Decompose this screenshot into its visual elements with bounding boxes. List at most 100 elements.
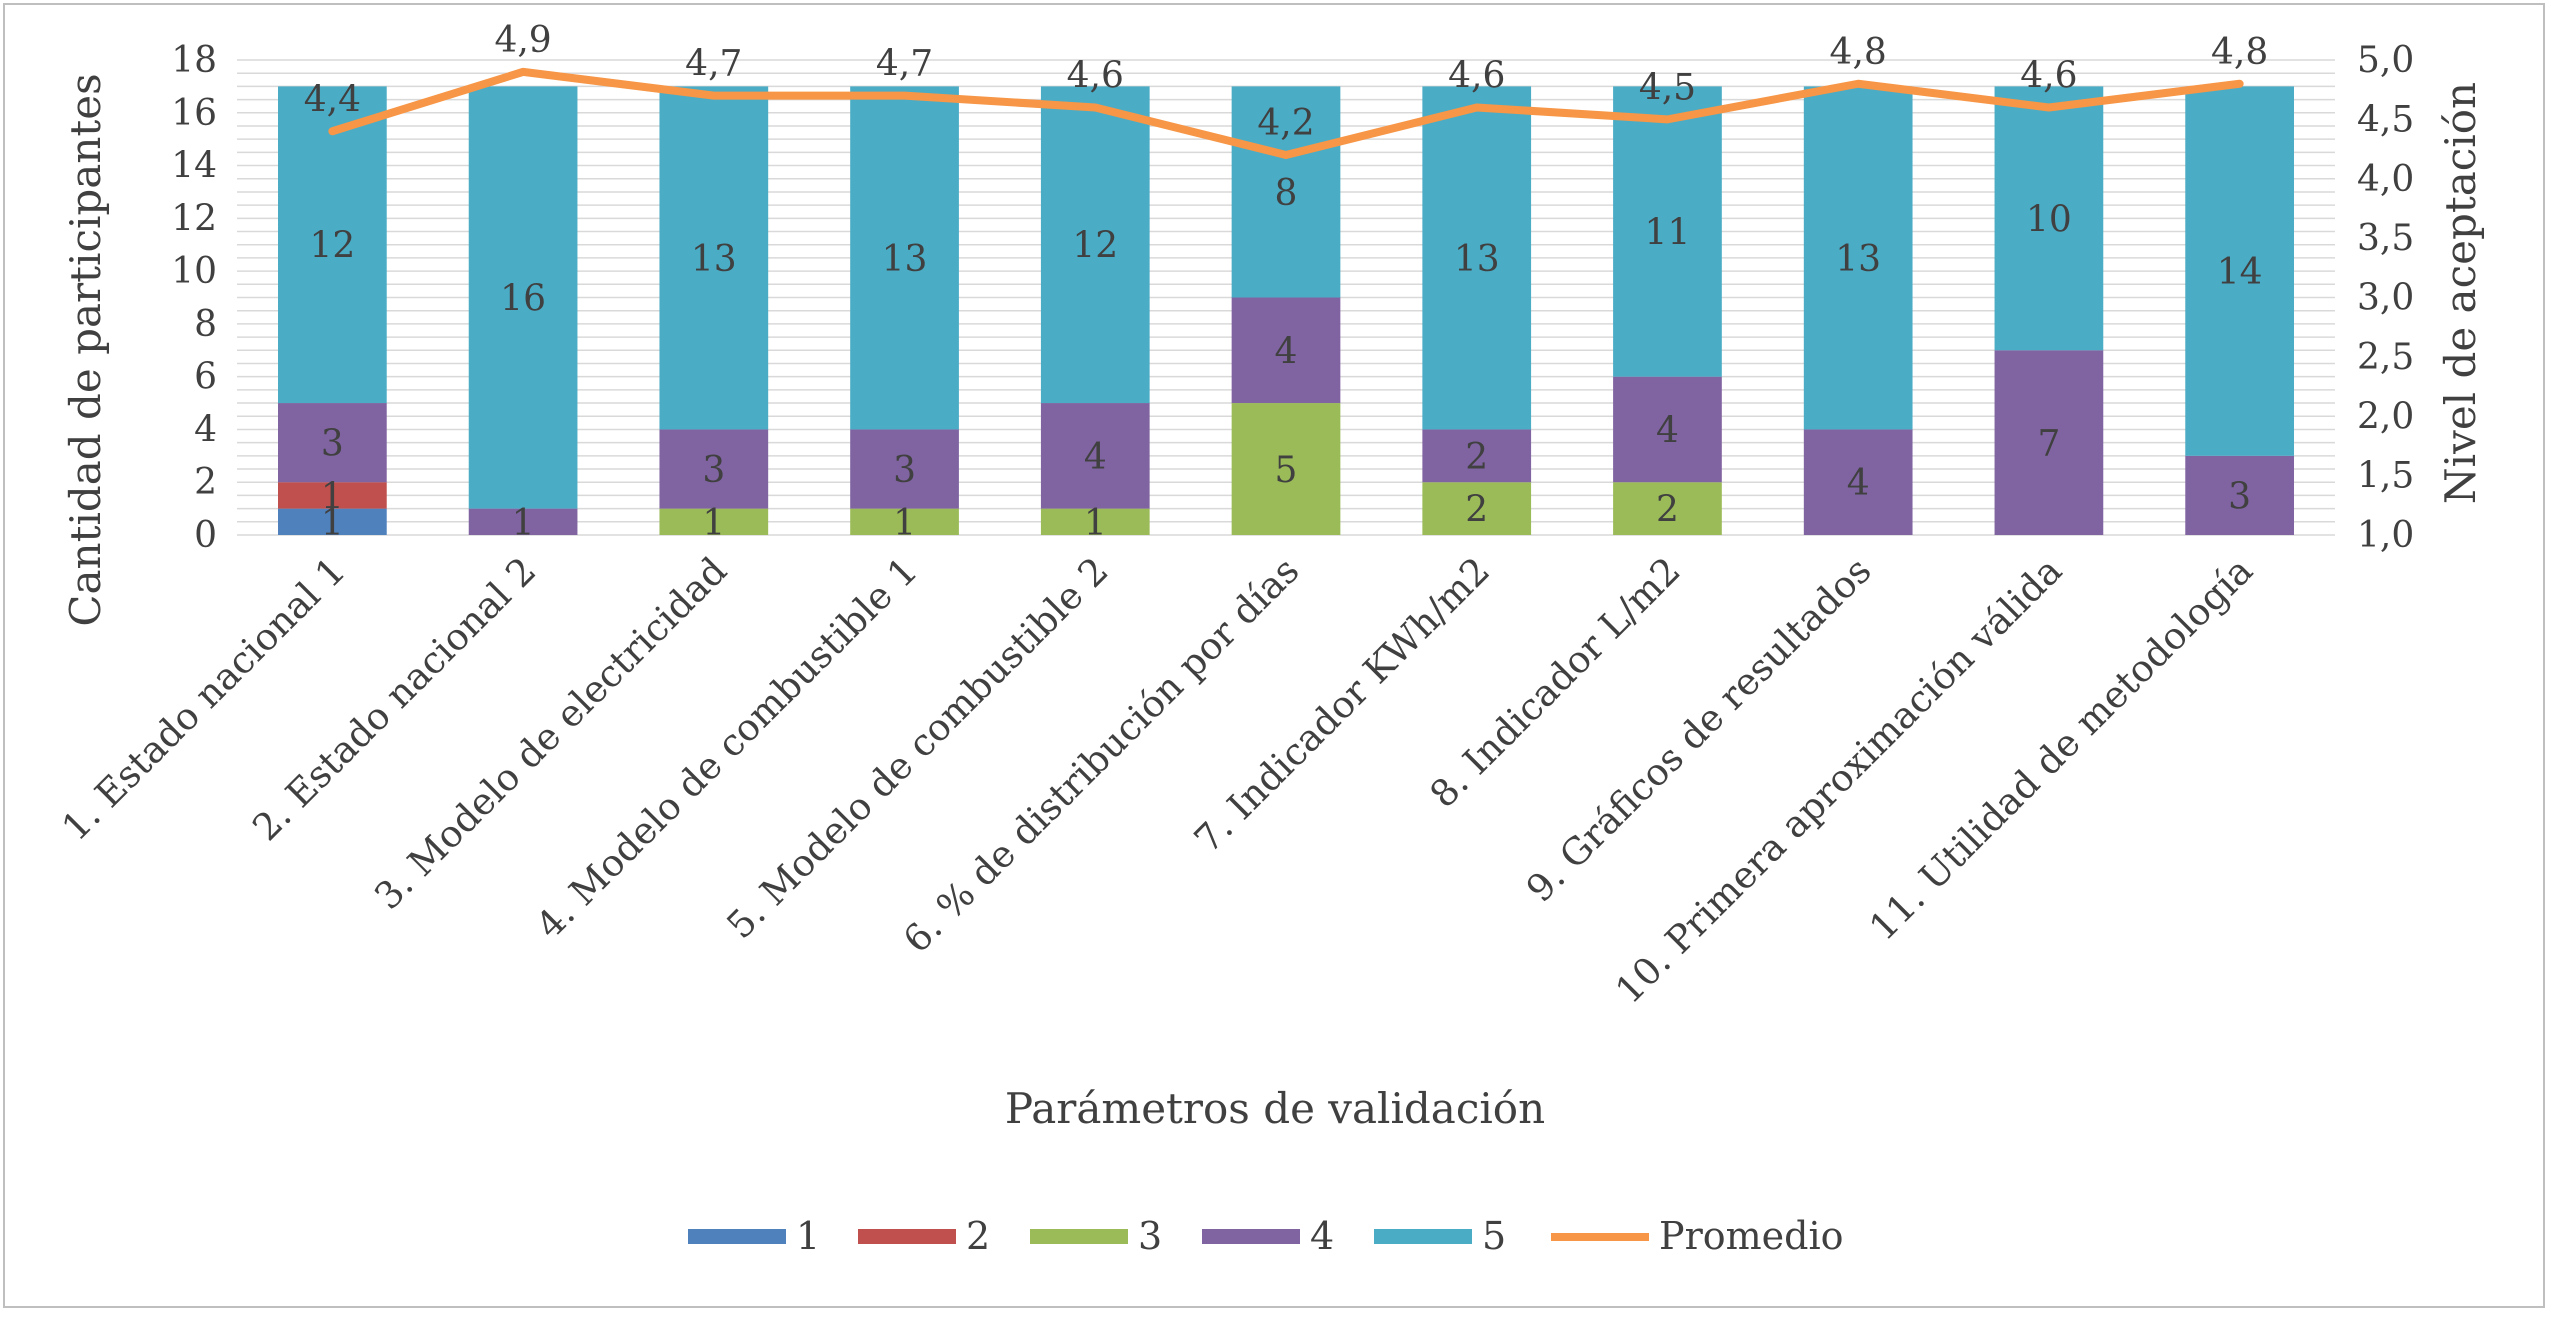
bar-segment-4 — [2185, 455, 2294, 535]
average-label: 4,7 — [876, 44, 933, 85]
y2-tick-label: 2,5 — [2357, 337, 2414, 378]
data-label: 10 — [2026, 199, 2072, 240]
bar-segment-4 — [278, 403, 387, 483]
y-axis-left: 0 2 4 6 8 10 12 14 16 18 — [171, 40, 217, 556]
data-label: 1 — [702, 503, 725, 544]
stacked-bar-line-chart: 1131211613131313141254822132411413710314… — [54, 20, 2485, 1258]
bar-segment-2 — [278, 482, 387, 509]
y2-tick-label: 4,0 — [2357, 159, 2414, 200]
data-label: 1 — [893, 503, 916, 544]
data-label: 13 — [691, 239, 737, 280]
average-label: 4,8 — [2211, 32, 2268, 73]
average-labels: 4,4 4,9 4,7 4,7 4,6 4,2 4,6 4,5 4,8 4,6 4,8 — [304, 20, 2269, 144]
average-line-path — [328, 67, 2244, 159]
x-axis: 1. Estado nacional 12. Estado nacional 2… — [54, 549, 2261, 1012]
bar-segment-5 — [1231, 86, 1341, 298]
data-label: 13 — [1835, 239, 1881, 280]
y-tick-label: 12 — [171, 198, 217, 239]
bar-segment-5 — [278, 86, 387, 404]
bar-segment-3 — [1231, 403, 1341, 535]
y-tick-label: 4 — [194, 409, 217, 450]
y2-tick-label: 3,0 — [2357, 278, 2414, 319]
bar-segment-4 — [1994, 350, 2104, 535]
bar-segment-4 — [659, 429, 769, 509]
bar-segment-4 — [1803, 429, 1913, 535]
legend-label: 4 — [1310, 1214, 1334, 1258]
bar-segment-5 — [468, 86, 578, 509]
legend-swatch — [1030, 1229, 1128, 1244]
data-label: 3 — [702, 450, 725, 491]
bar-segment-3 — [659, 508, 769, 535]
category-label: 4. Modelo de combustible 1 — [528, 549, 926, 947]
data-label: 2 — [1465, 490, 1488, 531]
category-label: 5. Modelo de combustible 2 — [719, 549, 1117, 947]
y2-tick-label: 2,0 — [2357, 396, 2414, 437]
category-label: 3. Modelo de electricidad — [366, 549, 735, 918]
category-label: 9. Gráficos de resultados — [1518, 549, 1880, 911]
bar-segment-3 — [1422, 482, 1532, 535]
data-label: 8 — [1275, 173, 1298, 214]
data-label: 3 — [893, 450, 916, 491]
y-tick-label: 14 — [171, 146, 217, 187]
bar-segment-3 — [1613, 482, 1722, 535]
legend-swatch — [688, 1229, 786, 1244]
chart-frame: 1 1 3 12 1 16 1 3 13 1 3 13 1 4 12 5 4 8 2 2 13 2 4 11 4 13 7 10 3 14… — [3, 3, 2545, 1308]
data-label: 4 — [1275, 331, 1298, 372]
data-label: 13 — [1454, 239, 1500, 280]
legend-label: 5 — [1482, 1214, 1506, 1258]
data-label: 1 — [1084, 503, 1107, 544]
data-label: 4 — [1656, 410, 1679, 451]
legend-label: 1 — [796, 1214, 820, 1258]
data-label: 16 — [500, 279, 546, 320]
bar-segment-5 — [850, 86, 959, 430]
bar-segment-4 — [1231, 297, 1341, 404]
data-label: 7 — [2037, 424, 2060, 465]
average-label: 4,9 — [494, 20, 551, 61]
y2-tick-label: 5,0 — [2357, 40, 2414, 81]
x-axis-title: Parámetros de validación — [1005, 1084, 1545, 1133]
y2-tick-label: 3,5 — [2357, 218, 2414, 259]
category-label: 11. Utilidad de metodología — [1861, 549, 2261, 949]
y2-tick-label: 1,5 — [2357, 456, 2414, 497]
data-label: 1 — [321, 476, 344, 517]
bar-segment-4 — [1040, 403, 1150, 509]
data-label: 2 — [1656, 490, 1679, 531]
data-label: 2 — [1465, 437, 1488, 478]
data-label: 13 — [882, 239, 928, 280]
y-tick-label: 0 — [194, 515, 217, 556]
bar-segment-3 — [1040, 508, 1150, 535]
y2-tick-label: 4,5 — [2357, 99, 2414, 140]
bar-segment-5 — [1994, 86, 2104, 351]
bar-segment-5 — [1422, 86, 1532, 430]
y-tick-label: 18 — [171, 40, 217, 81]
y-axis-right: 1,0 1,5 2,0 2,5 3,0 3,5 4,0 4,5 5,0 — [2357, 40, 2414, 556]
average-label: 4,6 — [1448, 56, 1505, 97]
average-label: 4,8 — [1830, 32, 1887, 73]
bar-segment-5 — [1613, 86, 1722, 377]
bar-segment-4 — [1613, 376, 1722, 483]
y-tick-label: 10 — [171, 251, 217, 292]
y2-tick-label: 1,0 — [2357, 515, 2414, 556]
data-label: 12 — [1072, 226, 1118, 267]
bar-segment-5 — [659, 86, 769, 430]
data-label: 3 — [2228, 476, 2251, 517]
average-label: 4,5 — [1639, 67, 1696, 108]
legend-swatch — [1202, 1229, 1300, 1244]
data-label: 14 — [2217, 252, 2263, 293]
bar-segment-5 — [1803, 86, 1913, 430]
average-line — [328, 67, 2244, 159]
data-label: 1 — [321, 503, 344, 544]
y-tick-label: 2 — [194, 462, 217, 503]
bar-segment-5 — [1040, 86, 1150, 404]
bar-segment-5 — [2185, 86, 2294, 456]
bar-segment-1 — [278, 508, 387, 535]
data-label: 12 — [309, 226, 355, 267]
y-tick-label: 16 — [171, 93, 217, 134]
y-tick-label: 6 — [194, 357, 217, 398]
data-label: 11 — [1645, 213, 1691, 254]
average-label: 4,7 — [685, 44, 742, 85]
y-tick-label: 8 — [194, 304, 217, 345]
average-label: 4,6 — [2020, 56, 2077, 97]
legend-label: Promedio — [1659, 1214, 1844, 1258]
